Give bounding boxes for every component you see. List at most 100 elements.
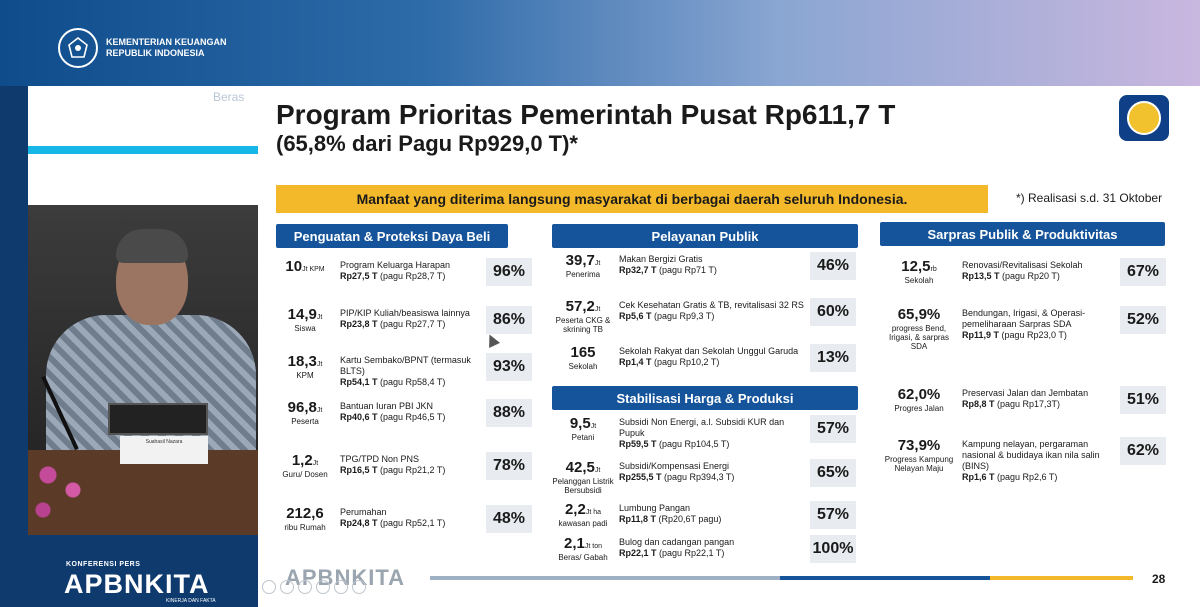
stat-value: 10 xyxy=(285,258,303,275)
stat-label: ribu Rumah xyxy=(284,523,326,532)
program-description: Makan Bergizi Gratis Rp32,7 T (pagu Rp71 … xyxy=(619,254,804,276)
ministry-seal-icon xyxy=(1119,95,1169,141)
stat-value: 96,8 xyxy=(287,399,317,416)
program-amount: Rp59,5 T xyxy=(619,439,657,449)
program-title: Program Keluarga Harapan xyxy=(340,260,451,270)
flowers xyxy=(28,455,98,535)
program-pagu: (Rp20,6T pagu) xyxy=(656,514,722,524)
program-title: Kartu Sembako/BPNT (termasuk BLTS) xyxy=(340,355,471,376)
realization-percent: 78% xyxy=(486,452,532,480)
program-amount: Rp32,7 T xyxy=(619,265,657,275)
footer-line-gold xyxy=(990,576,1133,580)
footer-line-grey xyxy=(430,576,780,580)
realization-percent: 52% xyxy=(1120,306,1166,334)
program-amount: Rp23,8 T xyxy=(340,319,378,329)
program-pagu: (pagu Rp22,1 T) xyxy=(656,548,725,558)
realization-percent: 86% xyxy=(486,306,532,334)
program-pagu: (pagu Rp104,5 T) xyxy=(656,439,730,449)
beneficiary-stat: 65,9% progress Bend, Irigasi, & sarpras S… xyxy=(880,306,958,351)
program-description: PIP/KIP Kuliah/beasiswa lainnya Rp23,8 T … xyxy=(340,308,480,330)
program-pagu: (pagu Rp9,3 T) xyxy=(651,311,715,321)
stat-unit: Jt xyxy=(316,361,323,368)
program-amount: Rp24,8 T xyxy=(340,518,378,528)
stat-unit: Jt xyxy=(312,460,319,467)
program-description: Cek Kesehatan Gratis & TB, revitalisasi … xyxy=(619,300,804,322)
realization-percent: 60% xyxy=(810,298,856,326)
program-title: PIP/KIP Kuliah/beasiswa lainnya xyxy=(340,308,470,318)
stat-unit: Jt ha xyxy=(585,509,602,516)
ministry-name: KEMENTERIAN KEUANGAN xyxy=(106,37,227,47)
accent-line xyxy=(28,146,258,154)
beneficiary-stat: 12,5rb Sekolah xyxy=(880,258,958,285)
realization-percent: 62% xyxy=(1120,437,1166,465)
conference-brand: KONFERENSI PERS APBNKITA KINERJA DAN FAK… xyxy=(28,545,258,607)
tagline: KINERJA DAN FAKTA xyxy=(166,598,216,604)
program-description: Lumbung Pangan Rp11,8 T (Rp20,6T pagu) xyxy=(619,503,804,525)
stat-unit: Jt xyxy=(594,467,601,474)
program-pagu: (pagu Rp21,2 T) xyxy=(377,465,446,475)
stat-label: progress Bend, Irigasi, & sarpras SDA xyxy=(888,324,950,351)
column-header: Pelayanan Publik xyxy=(552,224,858,248)
column-header: Sarpras Publik & Produktivitas xyxy=(880,222,1165,246)
slide-title: Program Prioritas Pemerintah Pusat Rp611… xyxy=(276,99,896,130)
next-slide-button[interactable] xyxy=(352,580,366,594)
program-title: Subsidi/Kompensasi Energi xyxy=(619,461,730,471)
beneficiary-stat: 96,8Jt Peserta xyxy=(276,399,334,426)
zoom-button[interactable] xyxy=(316,580,330,594)
program-amount: Rp1,6 T xyxy=(962,472,995,482)
monitor xyxy=(108,403,208,435)
program-title: Bendungan, Irigasi, & Operasi-pemelihara… xyxy=(962,308,1086,329)
stat-label: Peserta xyxy=(291,417,319,426)
presentation-controls xyxy=(262,580,366,594)
beneficiary-stat: 18,3Jt KPM xyxy=(276,353,334,380)
program-pagu: (pagu Rp20 T) xyxy=(999,271,1060,281)
beneficiary-stat: 2,2Jt ha kawasan padi xyxy=(552,501,614,528)
top-banner xyxy=(0,0,1200,86)
program-amount: Rp1,4 T xyxy=(619,357,652,367)
prev-slide-button[interactable] xyxy=(262,580,276,594)
program-amount: Rp27,5 T xyxy=(340,271,378,281)
program-pagu: (pagu Rp27,7 T) xyxy=(377,319,446,329)
realization-percent: 65% xyxy=(810,459,856,487)
realization-percent: 51% xyxy=(1120,386,1166,414)
stat-unit: rb xyxy=(930,266,937,273)
program-description: Bantuan Iuran PBI JKN Rp40,6 T (pagu Rp46… xyxy=(340,401,480,423)
stat-label: Beras/ Gabah xyxy=(558,553,608,562)
pen-tool-button[interactable] xyxy=(280,580,294,594)
stat-label: Peserta CKG & skrining TB xyxy=(555,316,611,334)
stat-value: 212,6 xyxy=(286,505,324,522)
footnote: *) Realisasi s.d. 31 Oktober xyxy=(1016,191,1163,205)
slides-grid-button[interactable] xyxy=(298,580,312,594)
program-description: Renovasi/Revitalisasi Sekolah Rp13,5 T (p… xyxy=(962,260,1112,282)
program-amount: Rp13,5 T xyxy=(962,271,1000,281)
program-description: Preservasi Jalan dan Jembatan Rp8,8 T (pa… xyxy=(962,388,1112,410)
slide-subtitle: (65,8% dari Pagu Rp929,0 T)* xyxy=(276,131,578,156)
program-pagu: (pagu Rp2,6 T) xyxy=(994,472,1058,482)
program-title: Bulog dan cadangan pangan xyxy=(619,537,735,547)
program-pagu: (pagu Rp28,7 T) xyxy=(377,271,446,281)
beneficiary-stat: 73,9% Progress Kampung Nelayan Maju xyxy=(880,437,958,473)
stat-label: Guru/ Dosen xyxy=(282,470,328,479)
stat-value: 9,5 xyxy=(569,415,591,432)
stat-unit: Jt xyxy=(316,407,323,414)
program-pagu: (pagu Rp46,5 T) xyxy=(377,412,446,422)
stat-label: Penerima xyxy=(565,270,601,279)
program-description: Sekolah Rakyat dan Sekolah Unggul Garuda… xyxy=(619,346,804,368)
program-title: Sekolah Rakyat dan Sekolah Unggul Garuda xyxy=(619,346,799,356)
program-title: Renovasi/Revitalisasi Sekolah xyxy=(962,260,1083,270)
program-title: Perumahan xyxy=(340,507,387,517)
stat-value: 62,0% xyxy=(897,386,941,403)
program-description: Program Keluarga Harapan Rp27,5 T (pagu R… xyxy=(340,260,480,282)
program-description: Subsidi/Kompensasi Energi Rp255,5 T (pagu… xyxy=(619,461,804,483)
realization-percent: 96% xyxy=(486,258,532,286)
stat-label: Progress Kampung Nelayan Maju xyxy=(884,455,954,473)
slide-left-strip xyxy=(28,86,258,205)
program-amount: Rp40,6 T xyxy=(340,412,378,422)
beneficiary-stat: 62,0% Progres Jalan xyxy=(880,386,958,413)
stat-value: 12,5 xyxy=(901,258,931,275)
stat-value: 1,2 xyxy=(291,452,313,469)
apbn-logo-text: APBNKITA xyxy=(64,569,210,599)
more-options-button[interactable] xyxy=(334,580,348,594)
realization-percent: 13% xyxy=(810,344,856,372)
realization-percent: 46% xyxy=(810,252,856,280)
